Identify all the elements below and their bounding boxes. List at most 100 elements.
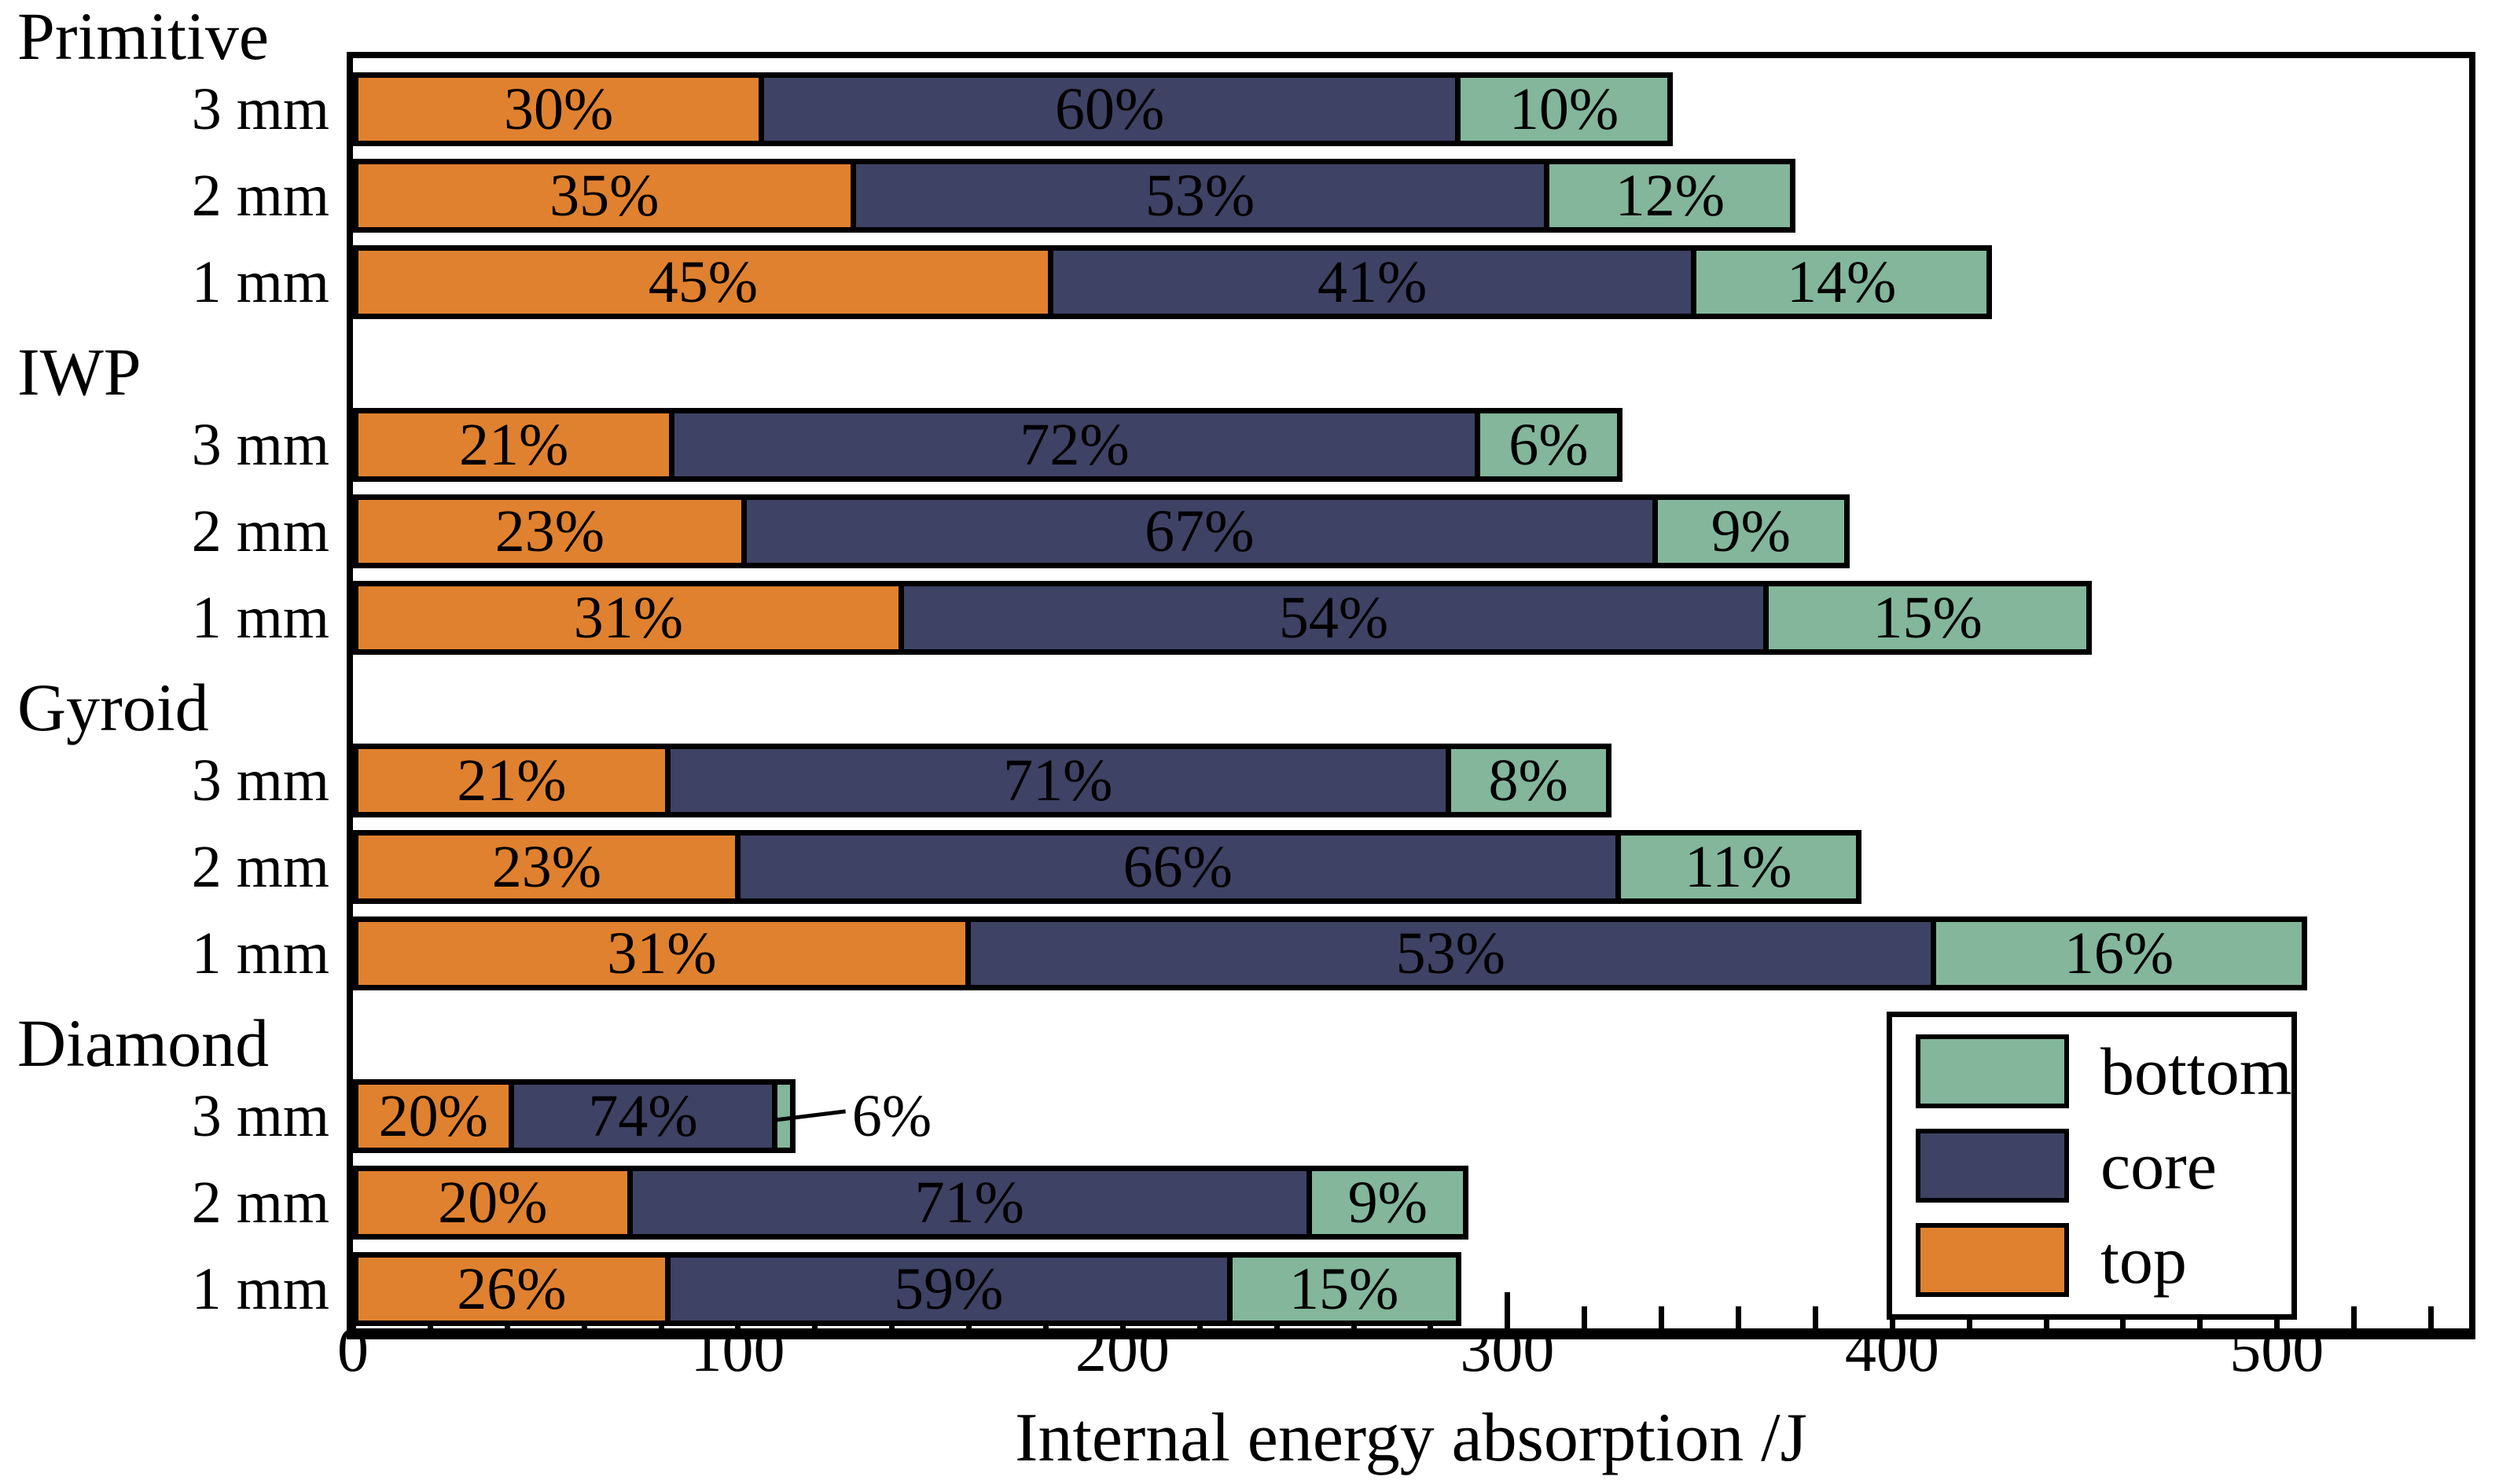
bar-segment-bottom: 8% bbox=[1445, 748, 1606, 814]
stacked-bar: 30% 60% 10% bbox=[353, 72, 1673, 146]
bar-segment-bottom: 11% bbox=[1615, 836, 1856, 898]
x-axis-tick-label: 500 bbox=[2229, 1316, 2324, 1385]
group-label-diamond: Diamond bbox=[17, 1005, 270, 1081]
segment-percent-label: 26% bbox=[457, 1256, 567, 1322]
bar-segment-bottom: 15% bbox=[1226, 1256, 1456, 1322]
segment-percent-label: 71% bbox=[1003, 748, 1113, 814]
bar-segment-core: 71% bbox=[627, 1170, 1307, 1236]
bar-segment-core: 60% bbox=[759, 78, 1456, 141]
row-label: 3 mm bbox=[191, 412, 329, 478]
segment-percent-label: 8% bbox=[1488, 748, 1568, 814]
segment-percent-label: 35% bbox=[549, 163, 660, 229]
legend-item-bottom: bottom bbox=[1916, 1034, 2292, 1108]
stacked-bar: 23% 66% 11% bbox=[353, 830, 1861, 904]
segment-percent-label: 10% bbox=[1509, 76, 1619, 142]
legend-swatch-bottom bbox=[1916, 1034, 2069, 1108]
stacked-bar: 45% 41% 14% bbox=[353, 245, 1993, 319]
segment-percent-label: 30% bbox=[503, 76, 614, 142]
bar-segment-bottom: 12% bbox=[1544, 163, 1791, 229]
bar-segment-core: 54% bbox=[898, 585, 1764, 651]
bar-segment-bottom: 6% bbox=[1474, 412, 1618, 478]
group-label-iwp: IWP bbox=[17, 334, 141, 410]
segment-percent-label: 9% bbox=[1347, 1170, 1428, 1236]
segment-percent-label: 72% bbox=[1020, 412, 1130, 478]
bar-segment-core: 72% bbox=[669, 412, 1475, 478]
plot-inner: 30% 60% 10% 35% 53% 12% 45% 41% 14% 21% 72% 6% 23% 67… bbox=[351, 58, 2469, 1328]
bar-segment-core: 67% bbox=[741, 500, 1652, 563]
bar-segment-core: 53% bbox=[850, 164, 1545, 227]
row-label: 2 mm bbox=[191, 498, 329, 564]
legend-item-core: core bbox=[1916, 1129, 2276, 1203]
bar-segment-bottom: 9% bbox=[1306, 1170, 1464, 1236]
stacked-bar: 35% 53% 12% bbox=[353, 159, 1796, 233]
bar-segment-top: 23% bbox=[358, 836, 735, 898]
bar-segment-bottom: 16% bbox=[1930, 920, 2302, 986]
bar-segment-bottom: 14% bbox=[1691, 249, 1987, 315]
segment-percent-label: 45% bbox=[648, 249, 759, 315]
row-label: 2 mm bbox=[191, 1170, 329, 1236]
segment-percent-label: 67% bbox=[1145, 498, 1255, 564]
segment-percent-label: 21% bbox=[457, 748, 567, 814]
x-axis-minor-tick bbox=[2428, 1306, 2435, 1328]
group-label-gyroid: Gyroid bbox=[17, 670, 209, 745]
bar-segment-core: 59% bbox=[664, 1256, 1227, 1322]
x-axis-tick-label: 0 bbox=[337, 1316, 369, 1385]
segment-percent-label: 20% bbox=[378, 1083, 488, 1149]
stacked-bar: 20% 71% 9% bbox=[353, 1166, 1469, 1240]
bar-segment-top: 35% bbox=[358, 164, 851, 227]
segment-percent-label: 66% bbox=[1123, 834, 1233, 900]
bar-segment-core: 71% bbox=[664, 748, 1446, 814]
x-axis-tick-label: 200 bbox=[1075, 1316, 1170, 1385]
segment-percent-label-outside: 6% bbox=[851, 1083, 932, 1149]
segment-percent-label: 31% bbox=[573, 585, 684, 651]
bar-segment-top: 31% bbox=[358, 586, 899, 649]
row-label: 1 mm bbox=[191, 249, 329, 315]
segment-percent-label: 12% bbox=[1615, 163, 1725, 229]
legend: bottom core top bbox=[1887, 1012, 2297, 1320]
segment-percent-label: 74% bbox=[588, 1083, 698, 1149]
segment-percent-label: 15% bbox=[1872, 585, 1983, 651]
row-label: 3 mm bbox=[191, 748, 329, 814]
bar-segment-top: 21% bbox=[358, 412, 670, 478]
bar-segment-bottom bbox=[772, 1085, 790, 1148]
segment-percent-label: 21% bbox=[459, 412, 569, 478]
segment-percent-label: 41% bbox=[1317, 249, 1428, 315]
stacked-bar: 21% 71% 8% bbox=[353, 744, 1611, 817]
segment-percent-label: 53% bbox=[1395, 920, 1505, 986]
segment-percent-label: 54% bbox=[1278, 585, 1389, 651]
x-axis-tick-label: 400 bbox=[1844, 1316, 1939, 1385]
x-axis-minor-tick bbox=[1582, 1306, 1588, 1328]
bar-segment-core: 41% bbox=[1047, 249, 1692, 315]
bar-segment-top: 21% bbox=[358, 749, 665, 812]
row-label: 3 mm bbox=[191, 76, 329, 142]
segment-percent-label: 15% bbox=[1289, 1256, 1399, 1322]
row-label: 2 mm bbox=[191, 834, 329, 900]
row-label: 1 mm bbox=[191, 1256, 329, 1322]
segment-percent-label: 16% bbox=[2063, 920, 2174, 986]
stacked-bar: 31% 53% 16% bbox=[353, 916, 2308, 990]
legend-label-core: core bbox=[2100, 1128, 2217, 1203]
x-axis-tick-label: 300 bbox=[1460, 1316, 1555, 1385]
bar-segment-top: 20% bbox=[358, 1085, 509, 1148]
segment-percent-label: 23% bbox=[494, 498, 605, 564]
bar-segment-bottom: 10% bbox=[1455, 78, 1667, 141]
segment-percent-label: 59% bbox=[894, 1256, 1004, 1322]
x-axis-minor-tick bbox=[2351, 1306, 2357, 1328]
row-label: 1 mm bbox=[191, 585, 329, 651]
row-label: 2 mm bbox=[191, 163, 329, 229]
row-label: 1 mm bbox=[191, 920, 329, 986]
bar-segment-core: 74% bbox=[508, 1083, 773, 1149]
bar-segment-core: 66% bbox=[734, 834, 1615, 900]
legend-label-top: top bbox=[2100, 1222, 2187, 1298]
legend-swatch-core bbox=[1916, 1129, 2069, 1203]
segment-percent-label: 71% bbox=[914, 1170, 1024, 1236]
segment-percent-label: 6% bbox=[1509, 412, 1589, 478]
stacked-bar: 21% 72% 6% bbox=[353, 408, 1623, 482]
bar-segment-top: 30% bbox=[358, 78, 759, 141]
segment-percent-label: 14% bbox=[1787, 249, 1897, 315]
bar-segment-top: 23% bbox=[358, 500, 741, 563]
x-axis-title: Internal energy absorption /J bbox=[1015, 1400, 1807, 1476]
bar-segment-top: 31% bbox=[358, 922, 965, 985]
segment-percent-label: 31% bbox=[607, 920, 717, 986]
